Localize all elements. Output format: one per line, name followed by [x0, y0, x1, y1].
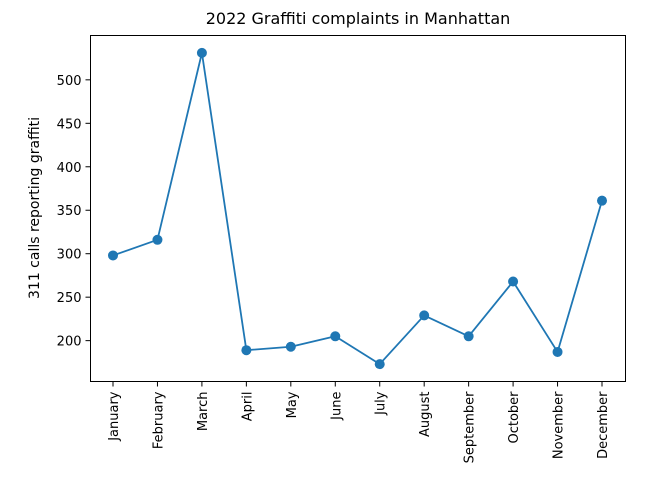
x-axis: January February March April May June July Augu…	[107, 381, 611, 464]
x-tick-label: May	[285, 391, 300, 418]
x-tick-label: February	[151, 391, 166, 449]
x-tick-label: October	[507, 391, 522, 444]
y-axis: 200 250 300 350 400 450 500	[57, 74, 91, 350]
data-point	[463, 331, 474, 342]
y-tick-label: 500	[57, 74, 82, 89]
x-tick-label: January	[107, 391, 122, 442]
series-line	[112, 51, 603, 366]
data-point	[108, 250, 118, 261]
series-layer	[108, 47, 607, 370]
data-point	[508, 276, 519, 287]
y-tick-label: 350	[57, 204, 82, 219]
x-tick-label: March	[196, 392, 211, 432]
data-point	[552, 346, 563, 357]
y-tick-label: 300	[57, 248, 82, 263]
data-point	[374, 359, 385, 370]
y-tick-label: 400	[57, 161, 82, 176]
x-tick-label: July	[374, 391, 389, 416]
x-tick-label: April	[240, 392, 255, 422]
y-tick-label: 200	[57, 335, 82, 350]
x-tick-label: November	[552, 391, 567, 459]
data-point	[196, 47, 207, 58]
data-point	[330, 331, 341, 342]
y-tick-label: 250	[57, 291, 82, 306]
x-tick-label: September	[463, 391, 478, 464]
data-point	[152, 234, 163, 245]
x-tick-label: August	[418, 392, 433, 438]
chart-title: 2022 Graffiti complaints in Manhattan	[206, 9, 511, 28]
y-tick-label: 450	[57, 117, 82, 132]
data-point	[597, 195, 607, 206]
y-axis-label: 311 calls reporting graffiti	[27, 117, 43, 299]
plot-area	[90, 35, 626, 382]
data-point	[285, 341, 296, 352]
data-point	[241, 345, 252, 356]
data-point	[419, 310, 430, 321]
x-tick-label: June	[329, 392, 344, 421]
x-tick-label: December	[596, 391, 611, 459]
